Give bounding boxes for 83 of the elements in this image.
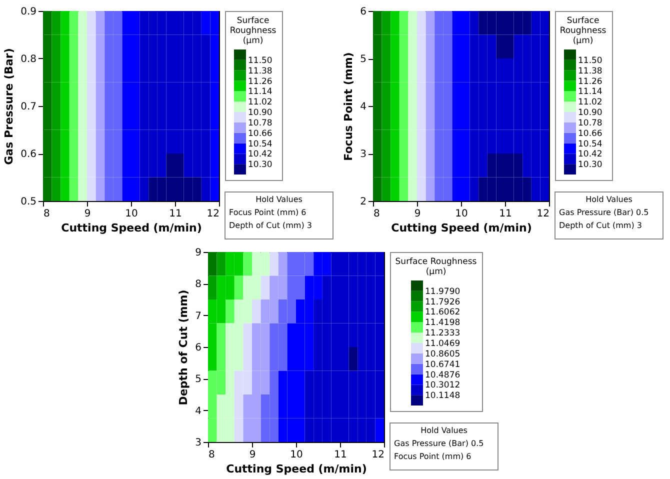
color-bar-label: 10.66	[578, 128, 602, 139]
text: Focus Point (mm) 6	[394, 452, 472, 461]
color-bar-label: 10.4876	[425, 370, 460, 380]
color-bar-title: Surface Roughness (µm)	[230, 16, 277, 46]
y-tick-label: 0.6	[20, 149, 36, 160]
x-tick-label: 9	[414, 208, 421, 220]
x-tick-label: 11	[169, 208, 182, 220]
x-tick-label: 11	[499, 208, 512, 220]
color-bar-label: 10.78	[578, 118, 602, 128]
y-tick-label: 4	[195, 406, 202, 417]
color-bar-label: 11.4198	[425, 318, 460, 328]
color-bar-label: 11.38	[248, 66, 272, 76]
color-bar-label: 11.02	[248, 98, 272, 108]
color-bar-title: Surface Roughness (µm)	[560, 16, 607, 46]
x-tick-label: 8	[374, 208, 380, 220]
color-bar-label: 11.2333	[425, 328, 460, 339]
y-tick-label: 6	[360, 6, 366, 18]
text: Gas Pressure (Bar) 0.5	[559, 208, 649, 217]
y-tick-label: 0.7	[20, 102, 36, 112]
color-bar-label: 11.26	[578, 76, 602, 87]
color-bar-label: 10.54	[248, 139, 272, 150]
y-tick-label: 7	[195, 310, 202, 322]
color-bar-label: 10.3012	[425, 380, 460, 391]
text: Hold Values	[256, 195, 302, 204]
x-tick-label: 10	[290, 450, 303, 460]
color-bar-label: 10.1148	[425, 391, 460, 402]
y-tick-label: 0.5	[20, 196, 36, 208]
color-bar-label: 10.6741	[425, 360, 460, 370]
color-bar-label: 11.14	[578, 87, 602, 98]
color-bar-label: 11.26	[248, 76, 272, 87]
color-bar-label: 10.90	[248, 108, 272, 118]
y-axis-title: Gas Pressure (Bar)	[2, 48, 16, 165]
color-bar-label: 11.02	[578, 98, 602, 108]
y-axis-title: Focus Point (mm)	[342, 52, 356, 161]
text: Focus Point (mm) 6	[229, 208, 306, 217]
x-tick-label: 9	[84, 208, 91, 220]
y-tick-label: 2	[360, 196, 366, 208]
color-bar-label: 10.30	[578, 160, 602, 170]
color-bar-label: 10.30	[248, 160, 272, 170]
color-bar-label: 10.42	[248, 150, 272, 160]
color-bar-label: 11.14	[248, 87, 272, 98]
x-axis-title: Cutting Speed (m/min)	[391, 222, 532, 234]
color-bar-label: 10.42	[578, 150, 602, 160]
color-bar-label: 11.38	[578, 66, 602, 76]
x-tick-label: 10	[455, 208, 468, 220]
x-axis-title: Cutting Speed (m/min)	[226, 462, 367, 476]
y-tick-label: 0.9	[20, 6, 36, 18]
color-bar-label: 11.6062	[425, 308, 460, 318]
x-tick-label: 12	[536, 208, 550, 220]
y-tick-label: 4	[360, 102, 366, 112]
x-tick-label: 8	[208, 450, 215, 460]
color-bar-label: 11.50	[248, 56, 272, 66]
x-tick-label: 9	[249, 450, 256, 460]
color-bar-label: 11.0469	[425, 339, 460, 349]
x-tick-label: 8	[44, 208, 50, 220]
color-bar-label: 11.9790	[425, 286, 460, 297]
color-bar-label: 10.66	[248, 128, 272, 139]
y-tick-label: 6	[195, 342, 202, 354]
x-axis-title: Cutting Speed (m/min)	[61, 222, 202, 234]
x-tick-label: 10	[125, 208, 138, 220]
color-bar-label: 11.7926	[425, 297, 460, 308]
color-bar-label: 10.90	[578, 108, 602, 118]
text: Depth of Cut (mm) 3	[559, 221, 642, 230]
y-axis-title: Depth of Cut (mm)	[177, 290, 190, 406]
y-tick-label: 3	[195, 438, 202, 448]
text: Hold Values	[586, 195, 632, 204]
y-tick-label: 8	[195, 279, 202, 290]
color-bar-label: 10.8605	[425, 349, 460, 360]
y-tick-label: 9	[195, 248, 202, 258]
y-tick-label: 5	[360, 54, 366, 65]
y-tick-label: 3	[360, 149, 366, 160]
text: Gas Pressure (Bar) 0.5	[394, 439, 484, 448]
color-bar-label: 10.78	[248, 118, 272, 128]
y-tick-label: 0.8	[20, 54, 36, 65]
x-tick-label: 12	[372, 450, 384, 460]
x-tick-label: 11	[334, 450, 347, 460]
x-tick-label: 12	[206, 208, 220, 220]
color-bar-label: 10.54	[578, 139, 602, 150]
color-bar-label: 11.50	[578, 56, 602, 66]
text: Hold Values	[420, 426, 468, 435]
text: Depth of Cut (mm) 3	[229, 221, 312, 230]
color-bar-title: Surface Roughness (µm)	[395, 257, 478, 277]
y-tick-label: 5	[195, 374, 202, 386]
